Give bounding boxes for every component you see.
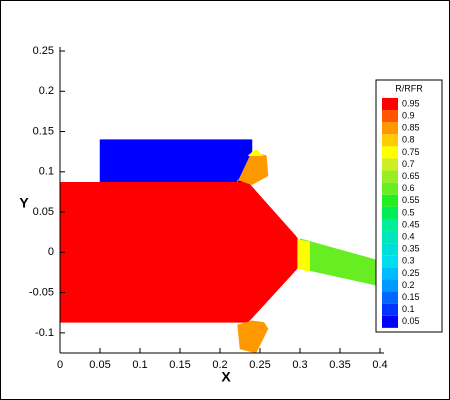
legend-swatch — [382, 97, 398, 111]
legend-swatch — [382, 231, 398, 244]
legend-label: 0.85 — [402, 123, 420, 133]
contour-region — [247, 149, 264, 156]
x-tick-label: 0.05 — [89, 359, 110, 371]
legend-label: 0.75 — [402, 147, 420, 157]
legend-swatch — [382, 279, 398, 292]
legend-swatch — [382, 206, 398, 219]
legend-label: 0.35 — [402, 244, 420, 254]
x-axis-label: X — [221, 369, 231, 385]
legend-label: 0.3 — [402, 256, 415, 266]
y-tick-label: 0.1 — [39, 166, 54, 178]
legend-label: 0.65 — [402, 171, 420, 181]
legend-label: 0.1 — [402, 304, 415, 314]
x-tick-label: 0 — [57, 359, 63, 371]
x-tick-label: 0.2 — [212, 359, 227, 371]
legend-title: R/RFR — [395, 83, 423, 93]
legend-label: 0.6 — [402, 183, 415, 193]
y-tick-label: 0.05 — [33, 206, 54, 218]
y-tick-label: 0.2 — [39, 85, 54, 97]
y-tick-label: 0.15 — [33, 125, 54, 137]
legend-label: 0.2 — [402, 280, 415, 290]
contour-region — [297, 239, 310, 272]
legend-label: 0.25 — [402, 268, 420, 278]
legend-swatch — [382, 170, 398, 183]
x-tick-label: 0.35 — [329, 359, 350, 371]
legend-swatch — [382, 255, 398, 268]
legend-swatch — [382, 243, 398, 256]
legend-label: 0.15 — [402, 292, 420, 302]
legend-swatch — [382, 291, 398, 304]
contour-region — [99, 139, 253, 183]
x-tick-label: 0.4 — [372, 359, 387, 371]
legend-swatch — [382, 134, 398, 147]
x-tick-label: 0.25 — [249, 359, 270, 371]
legend-label: 0.8 — [402, 135, 415, 145]
legend-label: 0.5 — [402, 207, 415, 217]
legend-label: 0.05 — [402, 316, 420, 326]
plot-area — [59, 139, 385, 354]
legend-swatch — [382, 110, 398, 123]
y-tick-label: -0.1 — [35, 327, 54, 339]
legend-label: 0.9 — [402, 110, 415, 120]
legend-swatch — [382, 303, 398, 316]
legend-swatch — [382, 182, 398, 195]
legend-label: 0.45 — [402, 219, 420, 229]
legend-swatch — [382, 194, 398, 207]
contour-region — [237, 151, 269, 185]
y-axis-label: Y — [19, 195, 29, 211]
legend-label: 0.95 — [402, 98, 420, 108]
legend-label: 0.7 — [402, 159, 415, 169]
legend-swatch — [382, 267, 398, 280]
legend-swatch — [382, 315, 398, 328]
legend-label: 0.55 — [402, 195, 420, 205]
y-tick-label: 0 — [48, 246, 54, 258]
y-tick-label: 0.25 — [33, 45, 54, 57]
x-tick-label: 0.15 — [169, 359, 190, 371]
x-tick-label: 0.1 — [132, 359, 147, 371]
x-tick-label: 0.3 — [292, 359, 307, 371]
legend-swatch — [382, 218, 398, 232]
y-tick-label: -0.05 — [29, 287, 54, 299]
legend-label: 0.4 — [402, 231, 415, 241]
legend-swatch — [382, 122, 398, 135]
legend-swatch — [382, 146, 398, 159]
legend-swatch — [382, 158, 398, 171]
contour-region — [59, 182, 301, 323]
